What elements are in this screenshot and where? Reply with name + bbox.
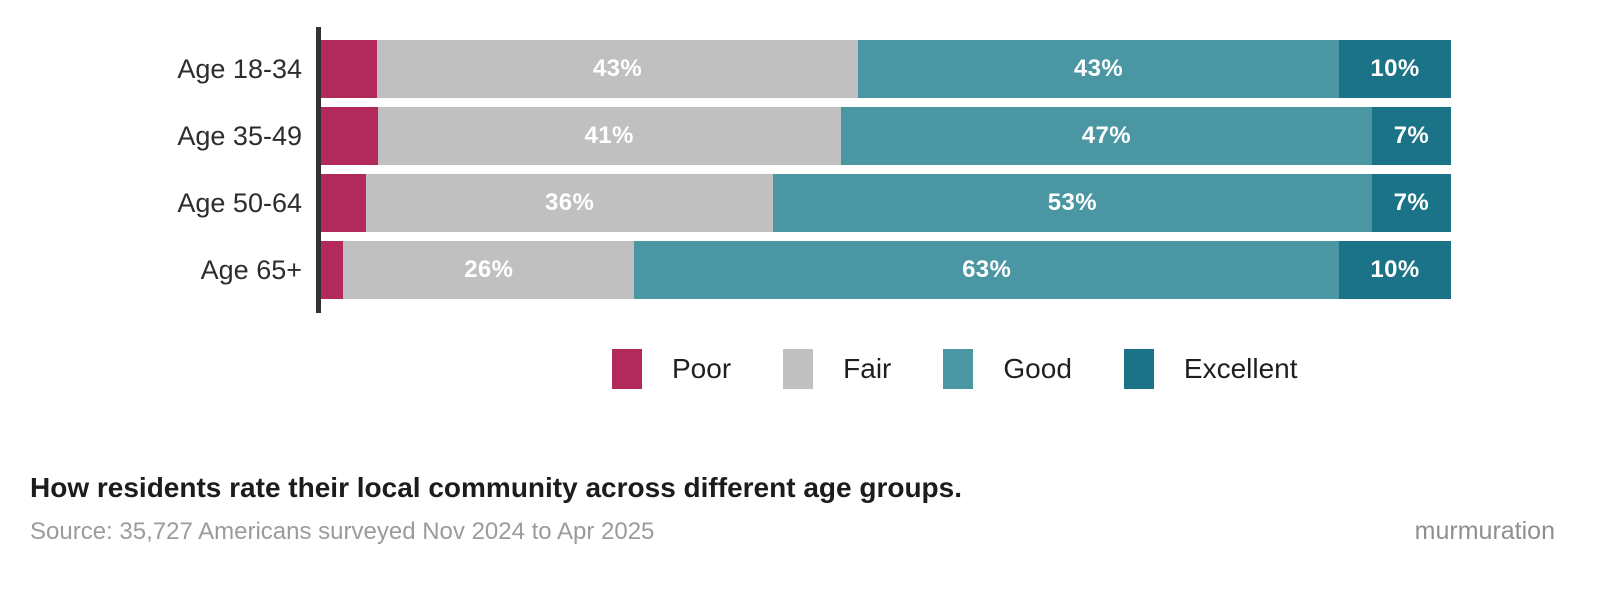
legend-label: Good	[1003, 353, 1072, 384]
segment-value-label: 43%	[592, 55, 643, 82]
category-label: Age 50-64	[177, 187, 302, 218]
segment-value-label: 26%	[464, 256, 514, 283]
segment-value-label: 36%	[544, 189, 595, 216]
segment-value-label: 53%	[1047, 189, 1098, 216]
stacked-bar: 41% 47% 7%	[321, 107, 1451, 165]
stacked-bar: 36% 53% 7%	[321, 174, 1451, 232]
legend-item-fair: Fair	[783, 349, 891, 389]
segment-good: 63%	[634, 241, 1340, 299]
segment-fair: 43%	[376, 40, 859, 98]
legend-swatch-poor	[612, 349, 642, 389]
segment-value-label: 10%	[1370, 55, 1420, 82]
segment-fair: 41%	[377, 107, 841, 165]
chart-title: How residents rate their local community…	[30, 472, 963, 503]
segment-fair: 36%	[366, 174, 773, 232]
legend-item-excellent: Excellent	[1123, 349, 1298, 389]
legend-label: Poor	[672, 353, 732, 384]
segment-value-label: 63%	[962, 256, 1012, 283]
segment-value-label: 10%	[1370, 256, 1420, 283]
segment-excellent: 7%	[1371, 174, 1451, 232]
segment-excellent: 7%	[1371, 107, 1451, 165]
segment-value-label: 7%	[1393, 189, 1430, 216]
brand-wordmark: murmuration	[1414, 517, 1555, 545]
segment-value-label: 43%	[1073, 55, 1124, 82]
bar-row: Age 18-34 43% 43% 10%	[0, 40, 1451, 98]
segment-poor	[321, 40, 377, 98]
y-axis-baseline	[316, 27, 321, 313]
segment-good: 47%	[840, 107, 1372, 165]
category-label: Age 18-34	[177, 53, 302, 84]
chart-legend: Poor Fair Good Excellent	[612, 349, 1600, 389]
stacked-bar-chart: Age 18-34 43% 43% 10% Age 35-49 41% 47% 7% Age 5…	[0, 0, 1451, 313]
stacked-bar: 26% 63% 10%	[321, 241, 1451, 299]
source-row: Source: 35,727 Americans surveyed Nov 20…	[30, 517, 1555, 546]
category-label: Age 65+	[200, 254, 302, 285]
category-label: Age 35-49	[177, 120, 302, 151]
segment-value-label: 41%	[584, 122, 634, 149]
segment-value-label: 47%	[1081, 122, 1131, 149]
segment-poor	[321, 174, 367, 232]
segment-poor	[321, 241, 344, 299]
legend-swatch-good	[943, 349, 974, 389]
legend-item-poor: Poor	[612, 349, 731, 389]
legend-swatch-excellent	[1123, 349, 1154, 389]
bar-row: Age 50-64 36% 53% 7%	[0, 174, 1451, 232]
segment-value-label: 7%	[1393, 122, 1430, 149]
segment-fair: 26%	[343, 241, 635, 299]
legend-label: Fair	[843, 353, 892, 384]
legend-label: Excellent	[1183, 353, 1298, 384]
bar-rows: Age 18-34 43% 43% 10% Age 35-49 41% 47% 7% Age 5…	[0, 0, 1451, 299]
segment-excellent: 10%	[1339, 40, 1451, 98]
stacked-bar: 43% 43% 10%	[321, 40, 1451, 98]
bar-row: Age 35-49 41% 47% 7%	[0, 107, 1451, 165]
legend-item-good: Good	[943, 349, 1072, 389]
segment-poor	[321, 107, 378, 165]
bar-row: Age 65+ 26% 63% 10%	[0, 241, 1451, 299]
chart-source: Source: 35,727 Americans surveyed Nov 20…	[30, 518, 655, 545]
segment-good: 53%	[772, 174, 1372, 232]
caption-block: How residents rate their local community…	[0, 471, 1600, 546]
legend-swatch-fair	[783, 349, 814, 389]
segment-good: 43%	[858, 40, 1340, 98]
segment-excellent: 10%	[1339, 241, 1451, 299]
